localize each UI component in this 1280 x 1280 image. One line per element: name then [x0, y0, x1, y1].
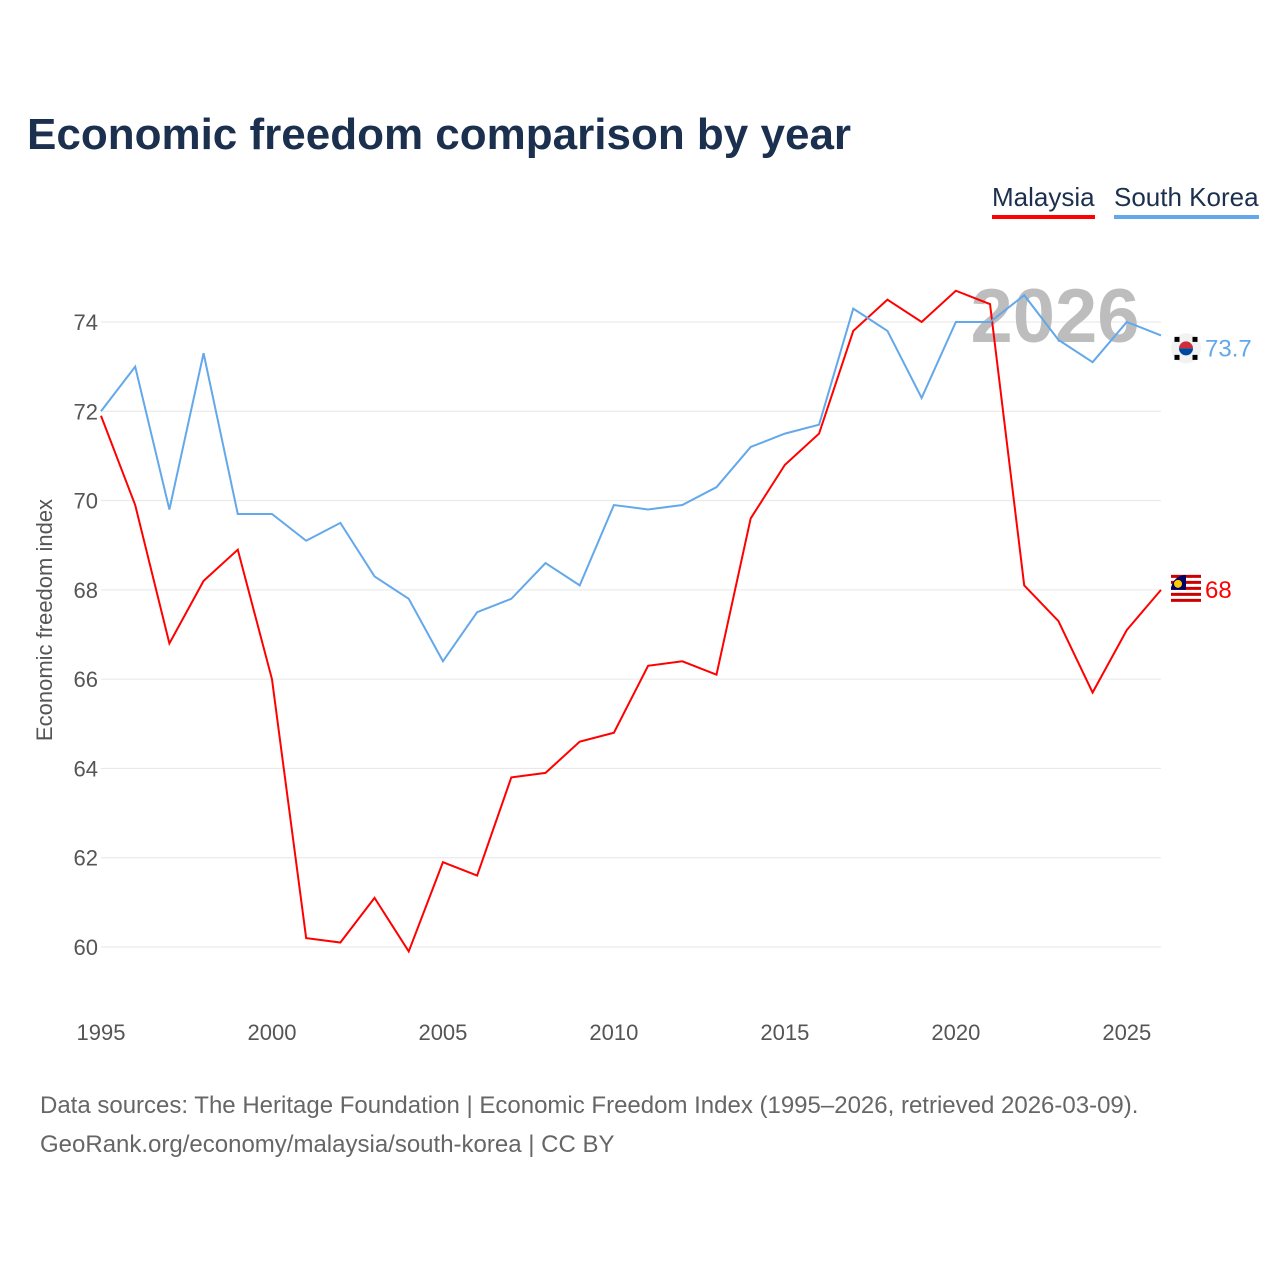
malaysia-flag-icon: [1171, 574, 1201, 605]
end-value-label: 68: [1205, 577, 1232, 604]
x-tick-label: 2005: [418, 1020, 467, 1045]
footer-sources: Data sources: The Heritage Foundation | …: [40, 1092, 1139, 1119]
y-tick-label: 74: [74, 310, 98, 335]
x-tick-label: 1995: [77, 1020, 126, 1045]
footer: Data sources: The Heritage Foundation | …: [40, 1086, 1138, 1164]
y-tick-label: 64: [74, 756, 98, 781]
y-axis-label: Economic freedom index: [32, 499, 57, 741]
series-line-malaysia: [100, 289, 1162, 954]
legend-malaysia[interactable]: Malaysia: [992, 182, 1095, 219]
legend-south-korea[interactable]: South Korea: [1114, 182, 1259, 219]
y-tick-label: 72: [74, 399, 98, 424]
chart-title: Economic freedom comparison by year: [27, 110, 852, 159]
south-korea-flag-icon: [1171, 333, 1201, 364]
y-tick-label: 68: [74, 578, 98, 603]
y-tick-label: 70: [74, 489, 98, 514]
x-tick-label: 2015: [760, 1020, 809, 1045]
x-tick-label: 2025: [1102, 1020, 1151, 1045]
x-tick-label: 2020: [931, 1020, 980, 1045]
y-tick-label: 66: [74, 667, 98, 692]
y-tick-label: 60: [74, 935, 98, 960]
footer-link[interactable]: GeoRank.org/economy/malaysia/south-korea…: [40, 1131, 615, 1158]
series-line-south-korea: [100, 293, 1162, 664]
x-tick-label: 2010: [589, 1020, 638, 1045]
end-value-label: 73.7: [1205, 335, 1252, 362]
y-tick-label: 62: [74, 846, 98, 871]
x-tick-label: 2000: [247, 1020, 296, 1045]
